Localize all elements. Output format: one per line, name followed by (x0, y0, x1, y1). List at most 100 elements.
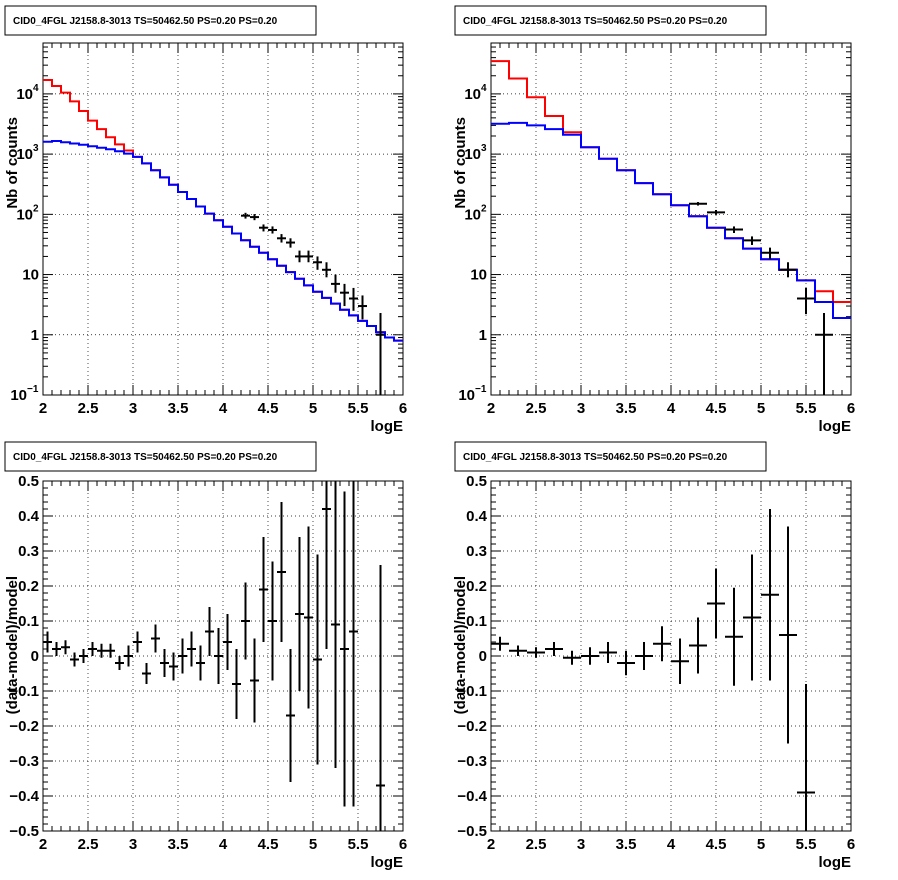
data-point (70, 652, 79, 667)
data-point (322, 481, 331, 649)
x-tick-label: 2.5 (78, 400, 99, 417)
y-tick-exponent: −1 (27, 384, 39, 395)
data-point (581, 647, 599, 665)
y-tick-label: 0.4 (18, 508, 40, 525)
grid (491, 481, 851, 831)
x-tick-label: 5 (757, 836, 765, 853)
y-tick-label: −0.5 (457, 823, 487, 840)
data-point (160, 649, 169, 677)
y-tick-label: −0.4 (9, 788, 39, 805)
data-point (178, 638, 187, 674)
y-tick-exponent: 4 (481, 83, 487, 94)
x-tick-label: 5 (309, 400, 317, 417)
data-point (545, 642, 563, 656)
y-tick-exponent: 2 (33, 203, 39, 214)
data-point (743, 554, 761, 681)
x-tick-label: 6 (399, 836, 407, 853)
data-point (779, 262, 797, 278)
x-tick-label: 6 (847, 836, 855, 853)
x-axis-label: logE (819, 854, 852, 871)
x-tick-label: 2.5 (526, 836, 547, 853)
data-point (376, 312, 385, 395)
x-tick-label: 3 (577, 836, 585, 853)
x-tick-label: 4.5 (706, 400, 727, 417)
data-point (43, 631, 52, 653)
data-point (491, 636, 509, 651)
chart-panel-4: CID0_4FGL J2158.8-3013 TS=50462.50 PS=0.… (452, 441, 855, 871)
data-point (106, 643, 115, 658)
source-model-histogram (43, 140, 403, 342)
data-point (707, 568, 725, 639)
y-tick-base: 10 (16, 146, 33, 163)
data-points (491, 509, 815, 831)
data-point (304, 526, 313, 709)
data-point (358, 295, 367, 320)
y-tick-exponent: 4 (33, 83, 39, 94)
x-tick-label: 5.5 (348, 836, 369, 853)
data-point (689, 617, 707, 674)
x-tick-label: 5 (309, 836, 317, 853)
y-axis-label: (data-model)/model (4, 576, 21, 714)
y-tick-base: 10 (10, 387, 27, 404)
data-point (707, 210, 725, 215)
data-point (313, 554, 322, 765)
chart-title: CID0_4FGL J2158.8-3013 TS=50462.50 PS=0.… (13, 452, 278, 463)
data-point (331, 274, 340, 293)
data-point (151, 624, 160, 653)
x-tick-label: 4 (219, 836, 228, 853)
data-point (79, 649, 88, 663)
y-tick-label: 10 4 (16, 83, 39, 103)
y-tick-exponent: −1 (475, 384, 487, 395)
y-axis-label: Nb of counts (452, 117, 469, 209)
y-axis-label: (data-model)/model (452, 576, 469, 714)
x-tick-label: 6 (847, 400, 855, 417)
data-point (725, 587, 743, 686)
y-tick-base: 10 (16, 206, 33, 223)
x-tick-label: 4 (219, 400, 228, 417)
data-point (142, 663, 151, 684)
data-point (340, 283, 349, 307)
x-tick-label: 4 (667, 400, 676, 417)
data-point (527, 647, 545, 658)
y-tick-label: 0.5 (466, 473, 487, 490)
data-point (52, 642, 61, 656)
y-tick-label: 0.4 (466, 508, 488, 525)
data-point (349, 287, 358, 311)
x-tick-label: 2 (487, 400, 495, 417)
chart-title-box (4, 5, 317, 36)
x-tick-label: 5 (757, 400, 765, 417)
data-point (286, 238, 295, 248)
data-point (295, 250, 304, 263)
data-point (187, 631, 196, 667)
chart-panel-1: CID0_4FGL J2158.8-3013 TS=50462.50 PS=0.… (4, 5, 407, 435)
data-point (250, 214, 259, 221)
total-model-histogram (491, 60, 851, 303)
y-tick-exponent: 3 (481, 143, 487, 154)
y-tick-label: 10 2 (464, 203, 487, 223)
data-point (88, 642, 97, 656)
x-tick-label: 5.5 (796, 400, 817, 417)
y-tick-base: 10 (464, 86, 481, 103)
data-points (241, 212, 385, 395)
y-axis-label: Nb of counts (4, 117, 21, 209)
chart-title: CID0_4FGL J2158.8-3013 TS=50462.50 PS=0.… (13, 16, 278, 27)
grid (43, 43, 403, 395)
y-tick-label: −0.2 (9, 718, 39, 735)
data-point (322, 262, 331, 278)
data-point (241, 212, 250, 219)
y-tick-label: 0.2 (466, 578, 487, 595)
data-point (232, 649, 241, 719)
y-tick-exponent: 3 (33, 143, 39, 154)
data-point (277, 234, 286, 243)
y-tick-label: 0.1 (18, 613, 39, 630)
data-point (563, 650, 581, 665)
y-tick-label: 1 (31, 327, 39, 344)
data-point (815, 312, 833, 395)
y-tick-label: −0.3 (457, 753, 487, 770)
data-point (259, 537, 268, 642)
data-point (376, 565, 385, 831)
data-point (115, 656, 124, 670)
x-tick-label: 6 (399, 400, 407, 417)
data-point (124, 645, 133, 667)
